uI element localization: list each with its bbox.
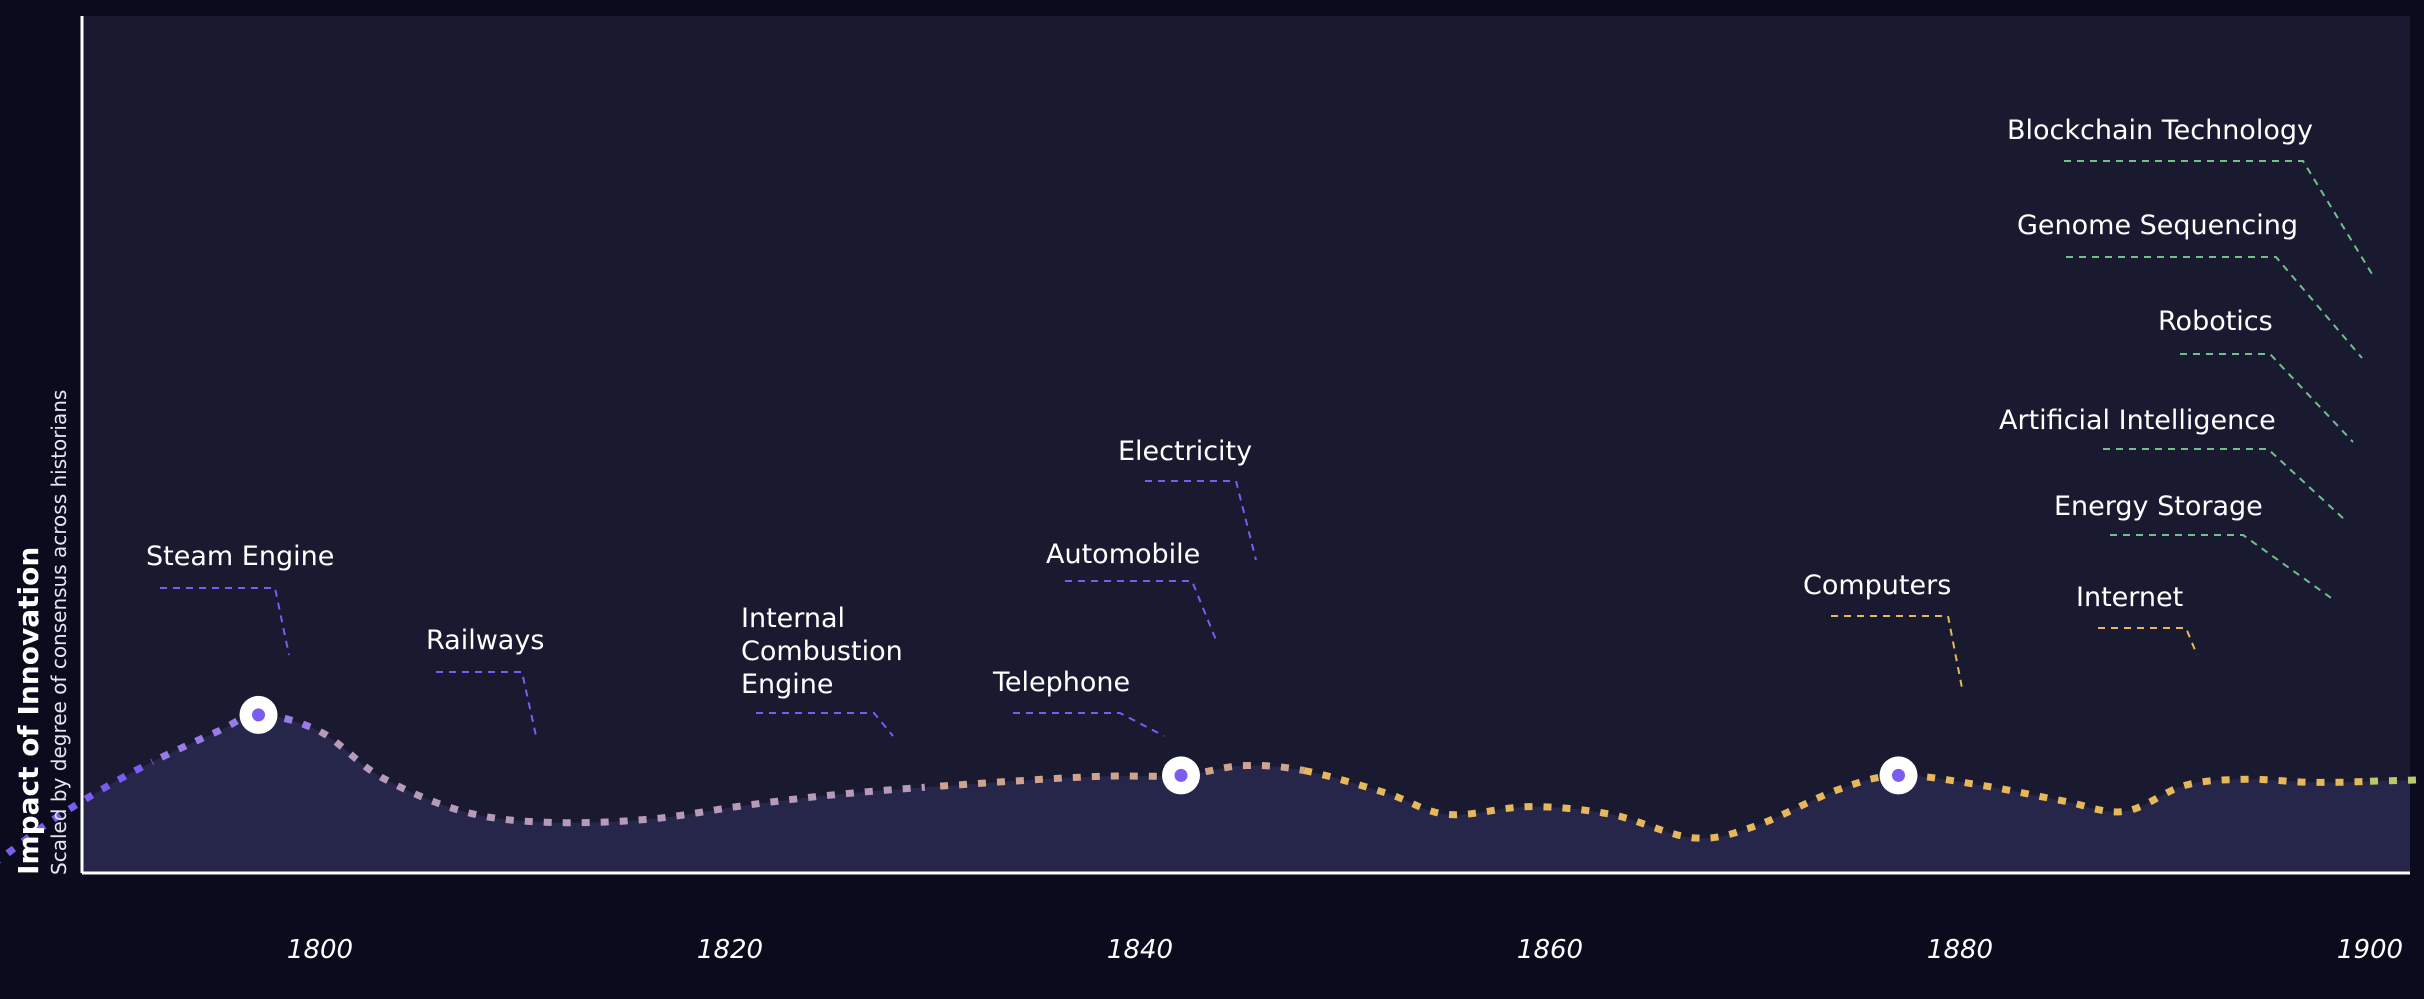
milestone-label-robotics: Robotics bbox=[2158, 306, 2273, 337]
x-tick-label-1860: 1860 bbox=[1517, 935, 1583, 965]
x-tick-label-1820: 1820 bbox=[697, 935, 763, 965]
milestone-label-railways: Railways bbox=[426, 625, 544, 656]
milestone-label-blockchain-technology: Blockchain Technology bbox=[2007, 115, 2313, 146]
milestone-label-energy-storage: Energy Storage bbox=[2054, 491, 2263, 522]
milestone-label-computers: Computers bbox=[1803, 570, 1951, 601]
y-axis-title: Impact of Innovation bbox=[12, 547, 45, 875]
milestone-label-electricity: Electricity bbox=[1118, 436, 1252, 467]
milestone-marker-steam-engine bbox=[240, 696, 278, 734]
milestone-label-artificial-intelligence: Artificial Intelligence bbox=[1999, 405, 2276, 436]
x-tick-label-1900: 1900 bbox=[2337, 935, 2403, 965]
x-tick-label-1880: 1880 bbox=[1927, 935, 1993, 965]
milestone-label-automobile: Automobile bbox=[1046, 539, 1200, 570]
milestone-marker-internal-combustion-engine bbox=[1880, 756, 1918, 794]
milestone-label-internet: Internet bbox=[2076, 582, 2183, 613]
milestone-label-steam-engine: Steam Engine bbox=[146, 541, 334, 572]
milestone-label-genome-sequencing: Genome Sequencing bbox=[2017, 210, 2298, 241]
x-tick-label-1840: 1840 bbox=[1107, 935, 1173, 965]
x-tick-label-1800: 1800 bbox=[287, 935, 353, 965]
milestone-label-telephone: Telephone bbox=[992, 667, 1130, 698]
y-axis-subtitle: Scaled by degree of consensus across his… bbox=[47, 390, 71, 875]
milestone-marker-railways bbox=[1162, 756, 1200, 794]
x-tick-labels: 1780180018201840186018801900192019401960… bbox=[0, 935, 2424, 965]
